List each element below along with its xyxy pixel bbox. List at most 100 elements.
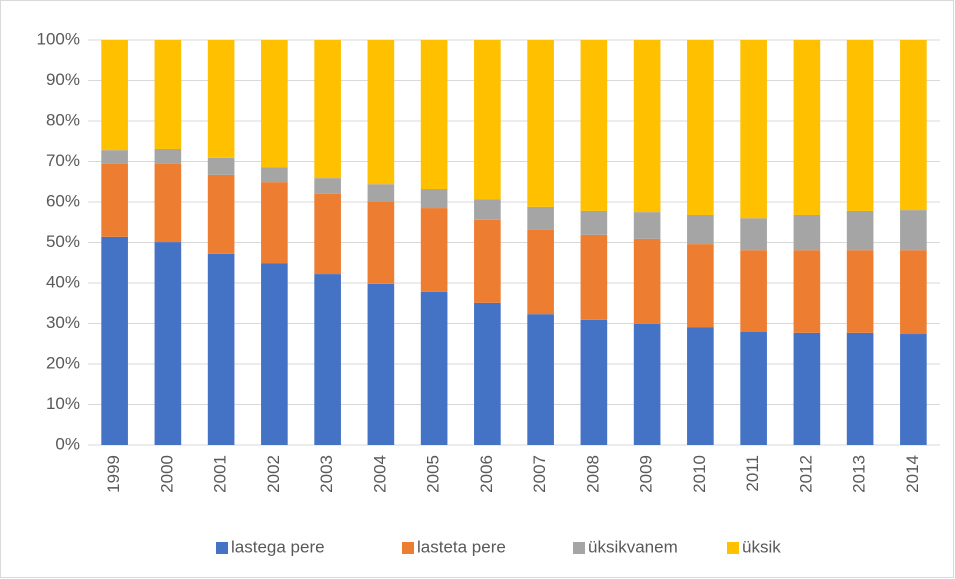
bar-segment: [420, 291, 448, 445]
y-tick-label: 40%: [46, 272, 80, 291]
bar-segment: [527, 229, 554, 315]
bar-segment: [367, 283, 395, 445]
y-tick-label: 30%: [46, 313, 80, 332]
x-tick-label: 1999: [104, 455, 123, 493]
bar-segment: [474, 40, 501, 200]
bar-segment: [793, 332, 821, 445]
bar-segment: [527, 206, 554, 230]
bar-segment: [900, 250, 927, 335]
legend-swatch: [727, 542, 739, 554]
legend-swatch: [402, 542, 414, 554]
bar-segment: [314, 274, 341, 445]
bar-segment: [261, 40, 288, 168]
bar-segment: [154, 40, 182, 149]
legend-swatch: [573, 542, 585, 554]
bar-segment: [687, 244, 714, 328]
bar-segment: [580, 319, 608, 445]
bar-segment: [687, 327, 714, 445]
bar-segment: [633, 323, 661, 445]
x-tick-label: 2005: [424, 455, 443, 493]
bar-segment: [314, 178, 341, 194]
y-tick-label: 100%: [37, 29, 80, 48]
bar-segment: [846, 332, 874, 445]
y-tick-label: 20%: [46, 353, 80, 372]
legend-label: üksikvanem: [588, 537, 678, 556]
bar-segment: [367, 184, 395, 202]
bar-segment: [846, 40, 874, 211]
bar-segment: [793, 40, 821, 215]
bar-segment: [420, 189, 448, 209]
y-tick-label: 50%: [46, 232, 80, 251]
bar-segment: [314, 193, 341, 275]
bar-segment: [314, 40, 341, 179]
x-tick-label: 2011: [743, 455, 762, 492]
bar-segment: [261, 263, 288, 445]
bar-segment: [207, 40, 235, 158]
bar-segment: [261, 182, 288, 264]
x-tick-label: 2002: [264, 455, 283, 493]
bar-segment: [633, 40, 661, 213]
bar-segment: [633, 238, 661, 324]
legend-label: lastega pere: [231, 537, 325, 556]
bar-segment: [900, 334, 927, 445]
y-tick-label: 80%: [46, 110, 80, 129]
bar-segment: [474, 199, 501, 220]
y-tick-label: 90%: [46, 70, 80, 89]
x-tick-label: 2009: [637, 455, 656, 493]
x-tick-label: 2013: [850, 455, 869, 493]
x-tick-label: 2014: [903, 455, 922, 493]
bar-segment: [101, 40, 128, 151]
bar-segment: [474, 302, 501, 445]
bar-segment: [367, 201, 395, 284]
bar-segment: [474, 219, 501, 303]
bar-segment: [580, 210, 608, 235]
bar-segment: [740, 250, 767, 333]
bar-segment: [154, 148, 182, 164]
bar-segment: [101, 150, 128, 164]
bar-segment: [527, 314, 554, 445]
bar-segment: [740, 40, 767, 219]
bar-segment: [367, 40, 395, 185]
bar-segment: [793, 214, 821, 251]
legend-label: lasteta pere: [417, 537, 506, 556]
bar-segment: [687, 40, 714, 215]
bar-segment: [740, 218, 767, 251]
x-tick-label: 2000: [157, 455, 176, 493]
x-tick-label: 2007: [530, 455, 549, 493]
legend-swatch: [216, 542, 228, 554]
bar-segment: [900, 210, 927, 251]
bar-segment: [420, 40, 448, 190]
bar-segment: [633, 212, 661, 239]
bar-segment: [154, 242, 182, 445]
x-tick-label: 2004: [370, 455, 389, 493]
bar-segment: [527, 40, 554, 207]
bar-segment: [846, 250, 874, 333]
bar-segment: [101, 163, 128, 237]
bar-segment: [900, 40, 927, 211]
bar-segment: [261, 167, 288, 183]
bar-segment: [580, 40, 608, 211]
bar-segment: [207, 174, 235, 254]
bar-segment: [580, 234, 608, 320]
y-tick-label: 60%: [46, 191, 80, 210]
y-tick-label: 0%: [55, 434, 80, 453]
x-tick-label: 2010: [690, 455, 709, 493]
bar-segment: [420, 208, 448, 292]
bar-segment: [207, 253, 235, 445]
bar-segment: [101, 236, 128, 445]
bar-segment: [846, 210, 874, 251]
x-tick-label: 2001: [211, 455, 230, 493]
x-tick-label: 2003: [317, 455, 336, 493]
y-tick-label: 70%: [46, 151, 80, 170]
bar-segment: [154, 163, 182, 243]
bar-segment: [740, 332, 767, 445]
bar-segment: [793, 250, 821, 333]
x-tick-label: 2006: [477, 455, 496, 493]
x-tick-label: 2012: [796, 455, 815, 493]
x-tick-label: 2008: [583, 455, 602, 493]
bar-segment: [687, 214, 714, 245]
legend-label: üksik: [742, 537, 781, 556]
y-tick-label: 10%: [46, 394, 80, 413]
bar-segment: [207, 157, 235, 175]
